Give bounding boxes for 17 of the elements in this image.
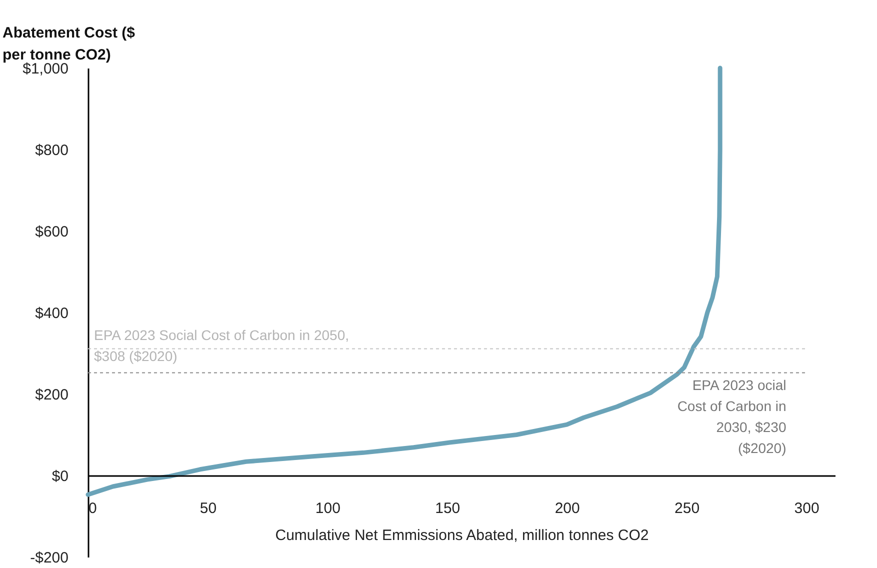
x-tick-label: 250: [674, 500, 700, 517]
y-tick-label: $1,000: [22, 60, 68, 78]
x-tick-label: 50: [200, 500, 217, 517]
x-tick-label: 300: [794, 500, 820, 517]
x-axis-title: Cumulative Net Emmissions Abated, million tonnes CO2: [275, 527, 649, 544]
x-tick-label: 100: [315, 500, 340, 517]
y-tick-label: $800: [35, 142, 68, 159]
y-tick-label: $400: [35, 305, 68, 322]
y-tick-label: $200: [35, 386, 68, 404]
ref-line-label: EPA 2023 ocial Cost of Carbon in 2030, $230 ($2020): [677, 376, 786, 456]
y-axis-title: Abatement Cost ($ per tonne CO2): [2, 24, 136, 64]
y-tick-label: $0: [52, 468, 68, 485]
ref-line-label: EPA 2023 Social Cost of Carbon in 2050, $308 ($2020): [94, 326, 350, 364]
x-tick-label: 150: [435, 500, 460, 517]
y-tick-label: $600: [35, 224, 68, 240]
y-tick-label: -$200: [30, 550, 68, 566]
x-tick-label: 200: [554, 500, 580, 517]
